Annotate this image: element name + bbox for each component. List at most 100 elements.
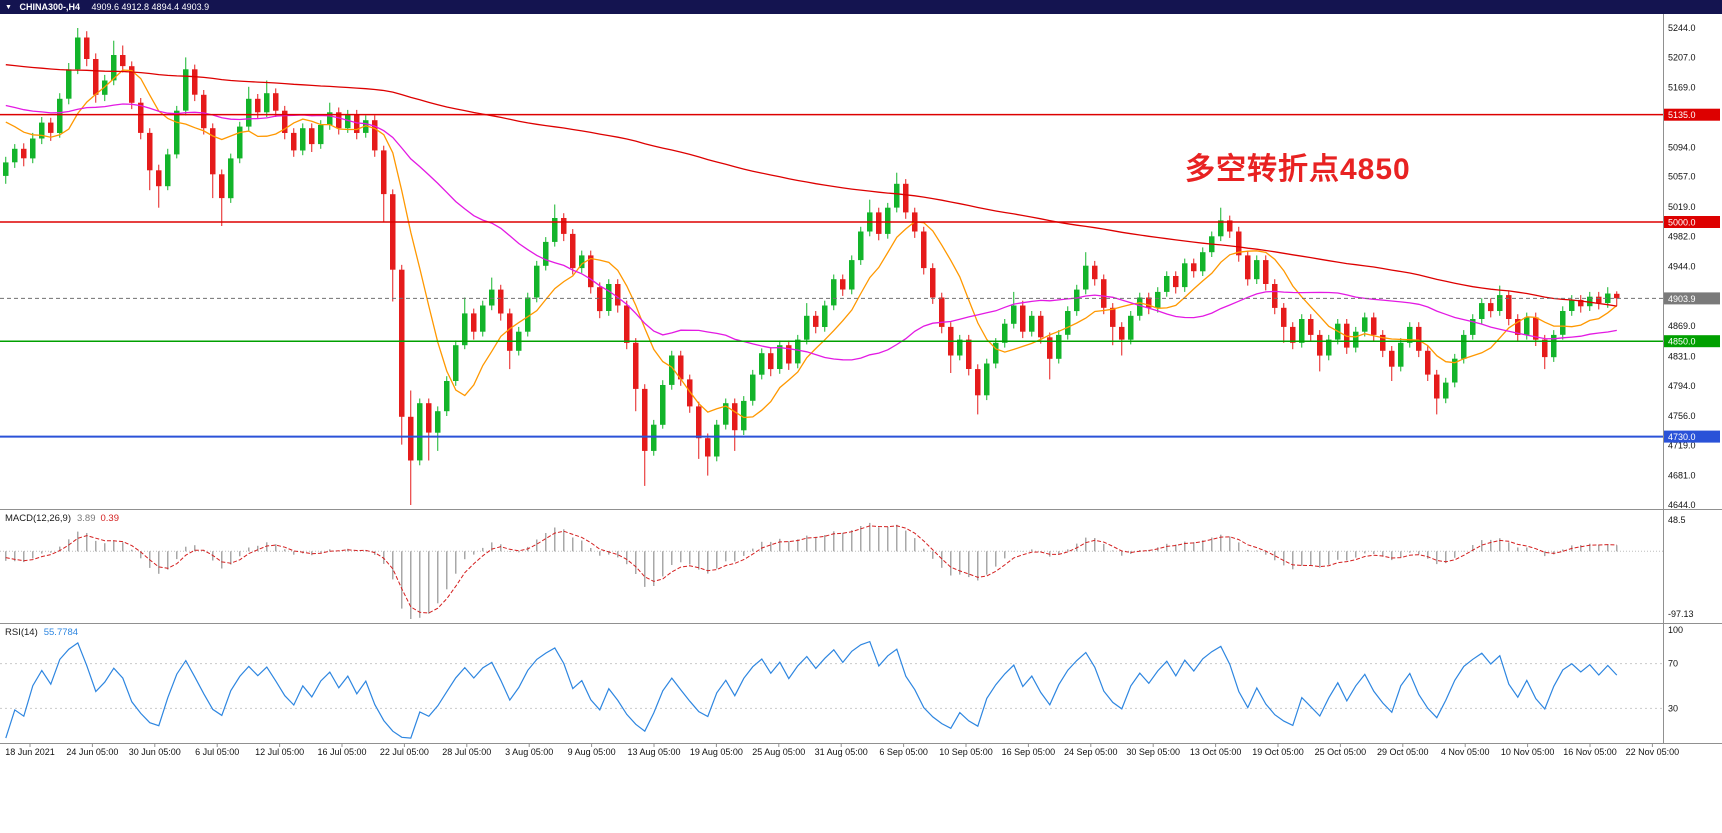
time-axis-label: 30 Sep 05:00: [1126, 747, 1180, 757]
rsi-panel[interactable]: 100 70 30: [0, 625, 1683, 739]
candle-body: [489, 289, 495, 306]
candle-body: [138, 102, 144, 133]
candle-body: [1398, 342, 1404, 367]
candle-body: [525, 297, 531, 332]
candle-body: [633, 342, 639, 389]
time-axis-label: 9 Aug 05:00: [568, 747, 616, 757]
candle-body: [1272, 284, 1278, 308]
price-axis-label: 4869.0: [1668, 321, 1696, 331]
price-axis-label: 5094.0: [1668, 142, 1696, 152]
price-badge-label: 4730.0: [1668, 432, 1696, 442]
candle-body: [39, 122, 45, 139]
time-axis-label: 30 Jun 05:00: [129, 747, 181, 757]
time-axis-label: 24 Jun 05:00: [66, 747, 118, 757]
chevron-down-icon[interactable]: ▼: [5, 4, 12, 11]
time-axis[interactable]: 18 Jun 2021 24 Jun 05:00 30 Jun 05:00 6 Jul…: [5, 743, 1680, 758]
ma-line-slow: [5, 64, 1617, 307]
time-axis-label: 10 Nov 05:00: [1501, 747, 1555, 757]
time-axis-label: 6 Jul 05:00: [195, 747, 239, 757]
price-badge-label: 4850.0: [1668, 337, 1696, 347]
annotation-text[interactable]: 多空转折点4850: [1185, 153, 1411, 186]
macd-params-label: MACD(12,26,9): [5, 513, 71, 524]
candle-body: [1011, 305, 1017, 324]
rsi-axis-label: 70: [1668, 659, 1678, 669]
rsi-label: RSI(14) 55.7784: [5, 627, 78, 638]
time-axis-label: 16 Jul 05:00: [317, 747, 366, 757]
candle-body: [1551, 334, 1557, 358]
price-axis-label: 4719.0: [1668, 440, 1696, 450]
candle-body: [849, 260, 855, 290]
time-axis-label: 13 Aug 05:00: [627, 747, 680, 757]
candle-body: [1389, 350, 1395, 367]
time-axis-label: 28 Jul 05:00: [442, 747, 491, 757]
candle-body: [543, 241, 549, 266]
candle-body: [1128, 315, 1134, 340]
candle-body: [534, 265, 540, 298]
time-axis-label: 12 Jul 05:00: [255, 747, 304, 757]
candle-body: [147, 132, 153, 171]
candle-body: [1074, 289, 1080, 312]
candle-body: [1101, 279, 1107, 308]
time-axis-label: 18 Jun 2021: [5, 747, 55, 757]
price-axis-label: 5169.0: [1668, 83, 1696, 93]
candle-body: [768, 353, 774, 370]
candle-body: [1137, 297, 1143, 316]
chart-header: ▼ CHINA300-,H4 4909.6 4912.8 4894.4 4903…: [0, 0, 1722, 14]
candle-body: [1092, 265, 1098, 280]
candle-body: [57, 98, 63, 133]
panel-borders: [0, 14, 1722, 744]
candle-body: [399, 269, 405, 417]
candle-body: [858, 231, 864, 261]
candle-body: [732, 403, 738, 431]
candle-body: [606, 284, 612, 311]
candle-body: [129, 66, 135, 103]
candle-body: [1380, 334, 1386, 351]
candle-body: [975, 369, 981, 396]
candle-body: [480, 305, 486, 332]
price-axis-label: 5244.0: [1668, 23, 1696, 33]
candle-body: [597, 287, 603, 312]
candle-body: [1506, 295, 1512, 319]
candle-body: [1245, 255, 1251, 280]
candle-body: [201, 94, 207, 129]
candle-body: [507, 313, 513, 351]
candle-body: [1065, 311, 1071, 335]
candle-body: [1290, 326, 1296, 343]
candle-body: [327, 112, 333, 125]
candle-body: [1227, 220, 1233, 232]
price-badge-label: 5135.0: [1668, 110, 1696, 120]
candle-body: [615, 284, 621, 306]
time-axis-label: 4 Nov 05:00: [1441, 747, 1490, 757]
candle-body: [1578, 299, 1584, 307]
rsi-axis-label: 100: [1668, 625, 1683, 635]
candle-body: [1515, 319, 1521, 335]
price-lines-layer[interactable]: [0, 113, 1663, 438]
candle-body: [759, 353, 765, 375]
rsi-params-label: RSI(14): [5, 627, 38, 638]
price-axis[interactable]: 5244.0 5207.0 5169.0 5094.0 5057.0 5019.0 4982…: [1664, 23, 1720, 510]
candle-body: [993, 342, 999, 364]
candle-body: [1479, 303, 1485, 319]
price-axis-label: 5207.0: [1668, 52, 1696, 62]
price-axis-label: 4831.0: [1668, 351, 1696, 361]
candle-body: [165, 154, 171, 187]
candle-body: [687, 379, 693, 407]
candle-body: [678, 355, 684, 380]
candle-body: [1560, 311, 1566, 335]
price-badge-4903.9: [1664, 292, 1720, 305]
price-badge-4850.0: [1664, 335, 1720, 348]
candle-body: [390, 194, 396, 270]
candle-body: [1308, 319, 1314, 335]
time-axis-label: 22 Nov 05:00: [1626, 747, 1680, 757]
macd-panel[interactable]: 48.5 -97.13: [0, 515, 1694, 619]
price-badge-label: 4903.9: [1668, 294, 1696, 304]
candle-body: [1173, 276, 1179, 288]
price-axis-label: 4681.0: [1668, 471, 1696, 481]
candle-body: [1425, 350, 1431, 375]
candle-body: [417, 403, 423, 461]
candle-body: [210, 128, 216, 175]
candle-body: [372, 120, 378, 151]
time-axis-label: 31 Aug 05:00: [815, 747, 868, 757]
candle-body: [183, 69, 189, 111]
